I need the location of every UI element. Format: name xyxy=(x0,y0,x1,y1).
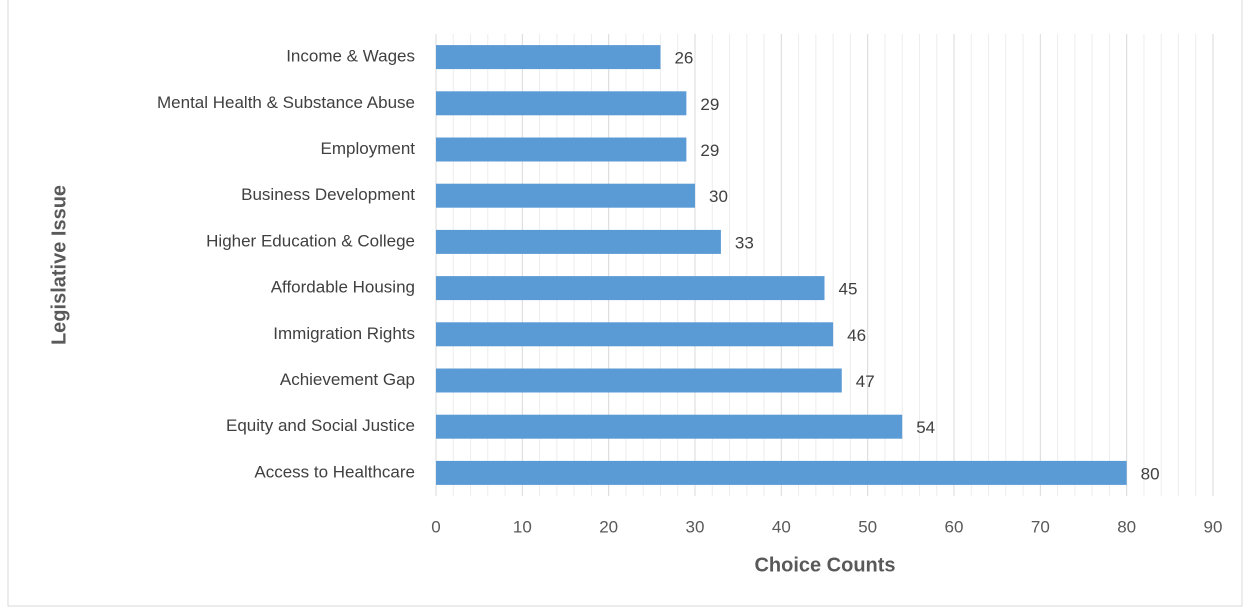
x-axis-title: Choice Counts xyxy=(754,554,895,576)
y-tick-label: Mental Health & Substance Abuse xyxy=(157,93,415,112)
y-tick-label: Employment xyxy=(321,139,416,158)
x-tick-label: 40 xyxy=(772,517,791,536)
y-axis-title: Legislative Issue xyxy=(48,185,70,345)
y-tick-label: Achievement Gap xyxy=(280,370,415,389)
y-tick-label: Affordable Housing xyxy=(271,278,415,297)
x-tick-label: 30 xyxy=(686,517,705,536)
bar xyxy=(436,229,721,254)
bar xyxy=(436,276,825,301)
x-tick-label: 70 xyxy=(1031,517,1050,536)
data-label: 26 xyxy=(674,49,693,68)
data-label: 33 xyxy=(735,233,754,252)
data-label: 46 xyxy=(847,326,866,345)
x-tick-label: 80 xyxy=(1117,517,1136,536)
y-tick-label: Higher Education & College xyxy=(206,231,415,250)
bar xyxy=(436,368,842,393)
x-tick-label: 90 xyxy=(1204,517,1223,536)
bar xyxy=(436,460,1127,485)
bar xyxy=(436,137,687,162)
data-label: 45 xyxy=(839,280,858,299)
y-tick-label: Business Development xyxy=(241,185,415,204)
data-label: 29 xyxy=(700,141,719,160)
bar xyxy=(436,45,661,70)
data-label: 54 xyxy=(916,418,935,437)
x-tick-label: 0 xyxy=(431,517,440,536)
data-label: 29 xyxy=(700,95,719,114)
bar xyxy=(436,183,695,208)
chart-border xyxy=(7,0,1243,607)
bar xyxy=(436,91,687,116)
x-tick-label: 60 xyxy=(945,517,964,536)
x-tick-label: 50 xyxy=(858,517,877,536)
y-tick-label: Immigration Rights xyxy=(273,324,415,343)
y-tick-label: Access to Healthcare xyxy=(254,462,415,481)
y-tick-label: Income & Wages xyxy=(286,47,415,66)
x-tick-label: 20 xyxy=(599,517,618,536)
data-label: 30 xyxy=(709,187,728,206)
x-tick-label: 10 xyxy=(513,517,532,536)
bar xyxy=(436,414,903,439)
data-label: 80 xyxy=(1141,464,1160,483)
y-tick-label: Equity and Social Justice xyxy=(226,416,415,435)
bar xyxy=(436,322,834,347)
data-label: 47 xyxy=(856,372,875,391)
